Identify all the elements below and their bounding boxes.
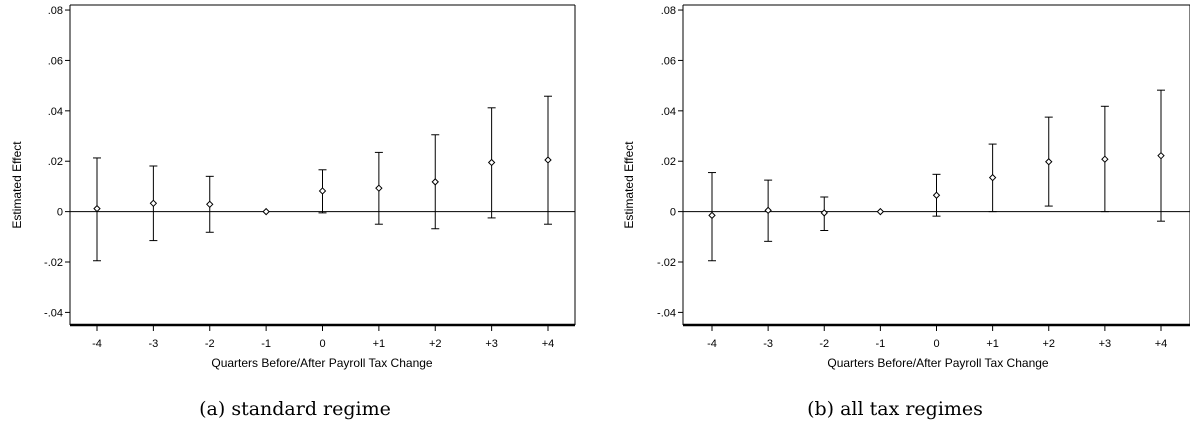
x-tick-label: -3: [763, 338, 773, 350]
y-tick-label: -.02: [657, 257, 676, 269]
y-tick-label: .02: [48, 156, 63, 168]
y-tick-label: -.04: [657, 307, 676, 319]
y-tick-label: -.02: [44, 257, 63, 269]
x-tick-label: -1: [261, 338, 271, 350]
point-estimate: [93, 204, 101, 213]
y-tick-label: .02: [661, 156, 676, 168]
x-tick-label: +2: [429, 338, 442, 350]
x-tick-label: 0: [933, 338, 939, 350]
point-estimate: [375, 184, 383, 192]
y-tick-label: .06: [48, 55, 63, 67]
point-estimate: [206, 200, 214, 209]
y-tick-label: .04: [48, 106, 63, 118]
point-estimate: [1157, 151, 1165, 160]
point-estimate: [932, 191, 941, 199]
y-tick-label: .08: [48, 5, 63, 17]
point-estimate: [318, 187, 327, 195]
x-tick-label: +1: [986, 338, 999, 350]
point-estimate: [487, 158, 496, 167]
x-tick-label: +4: [542, 338, 555, 350]
x-tick-label: -2: [819, 338, 829, 350]
x-tick-label: +4: [1155, 338, 1168, 350]
caption-a: (a) standard regime: [199, 398, 391, 420]
y-tick-label: .06: [661, 55, 676, 67]
y-tick-label: .04: [661, 106, 676, 118]
x-tick-label: +2: [1042, 338, 1055, 350]
point-estimate: [149, 199, 158, 208]
x-tick-label: +3: [1099, 338, 1112, 350]
point-estimate: [431, 178, 439, 186]
caption-b: (b) all tax regimes: [807, 398, 983, 420]
chart-panel-a: -.04 -.02 0 .02 .04 .06 .08 -4 -3 -2 -1 0 +1 +2 +3 +4 E…: [0, 0, 590, 441]
x-tick-label: +3: [485, 338, 498, 350]
point-estimate: [544, 156, 552, 164]
y-tick-label: 0: [57, 207, 63, 219]
chart-panel-b: -.04 -.02 0 .02 .04 .06 .08 -4 -3 -2 -1 0 +1 +2 +3 +4 E…: [600, 0, 1190, 441]
y-tick-label: 0: [670, 207, 676, 219]
chart-a: -.04 -.02 0 .02 .04 .06 .08 -4 -3 -2 -1 0 +1 +2 +3 +4 E…: [10, 4, 576, 370]
y-axis-label: Estimated Effect: [622, 141, 636, 229]
y-axis-label: Estimated Effect: [10, 141, 24, 229]
x-tick-label: -4: [92, 338, 102, 350]
point-estimate: [708, 211, 716, 220]
x-tick-label: -2: [205, 338, 215, 350]
y-tick-label: -.04: [44, 307, 63, 319]
chart-b: -.04 -.02 0 .02 .04 .06 .08 -4 -3 -2 -1 0 +1 +2 +3 +4 E…: [622, 4, 1190, 370]
x-tick-label: +1: [373, 338, 386, 350]
point-estimate: [1101, 155, 1109, 163]
point-estimate: [262, 207, 270, 216]
x-axis-label: Quarters Before/After Payroll Tax Change: [211, 356, 433, 370]
x-tick-label: -1: [875, 338, 885, 350]
x-tick-label: -3: [148, 338, 158, 350]
point-estimate: [764, 206, 772, 215]
point-estimate: [988, 173, 997, 182]
x-tick-label: 0: [319, 338, 325, 350]
y-tick-label: .08: [661, 5, 676, 17]
point-estimate: [1045, 158, 1053, 166]
x-tick-label: -4: [707, 338, 717, 350]
point-estimate: [820, 209, 828, 217]
point-estimate: [876, 207, 885, 216]
x-axis-label: Quarters Before/After Payroll Tax Change: [827, 356, 1049, 370]
